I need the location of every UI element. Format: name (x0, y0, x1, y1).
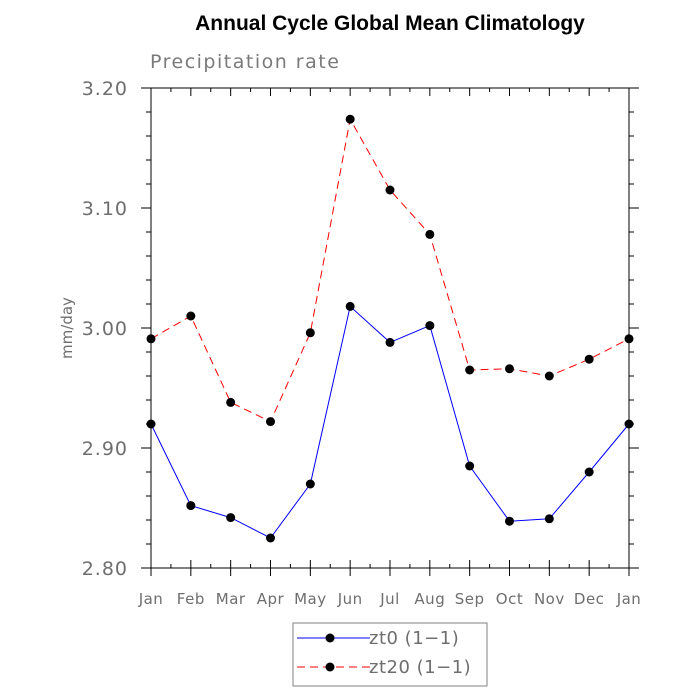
chart-subtitle: Precipitation rate (150, 51, 340, 73)
data-point-series-1 (146, 334, 156, 344)
data-point-series-0 (266, 533, 275, 543)
x-tick-label: Nov (534, 590, 565, 608)
data-point-series-0 (186, 501, 196, 511)
data-point-series-0 (465, 461, 475, 471)
series-line-1 (150, 117, 630, 423)
data-point-series-0 (345, 301, 355, 311)
x-tick-label: Oct (496, 590, 523, 608)
data-point-series-1 (266, 417, 275, 427)
data-point-series-0 (544, 514, 554, 524)
data-point-series-1 (226, 397, 236, 407)
x-tick-label: Sep (455, 590, 485, 608)
y-tick-labels: 2.80 2.90 3.00 3.10 3.20 (82, 78, 128, 580)
x-tick-label: Jan (138, 590, 164, 608)
data-point-series-1 (465, 365, 475, 375)
data-point-series-0 (584, 467, 594, 477)
y-tick-label: 3.20 (82, 78, 128, 100)
x-tick-label: Feb (177, 590, 205, 608)
y-tick-label: 2.80 (82, 558, 128, 580)
data-point-series-0 (385, 337, 395, 347)
axis-ticks (141, 87, 639, 576)
data-point-series-1 (345, 114, 355, 124)
chart-title: Annual Cycle Global Mean Climatology (195, 12, 585, 35)
x-tick-label: Mar (216, 590, 246, 608)
data-point-series-0 (425, 321, 435, 331)
x-tick-label: Jul (379, 590, 400, 608)
x-tick-label: Aug (414, 590, 445, 608)
y-tick-label: 3.10 (82, 198, 128, 220)
data-point-series-1 (584, 354, 594, 364)
data-point-series-1 (544, 371, 554, 381)
data-point-series-1 (624, 334, 634, 344)
y-tick-label: 3.00 (82, 318, 128, 340)
y-tick-label: 2.90 (82, 438, 128, 460)
legend: zt0 (1−1) zt20 (1−1) (292, 622, 488, 687)
x-tick-label: Dec (574, 590, 605, 608)
data-point-series-0 (505, 516, 514, 526)
data-point-series-0 (305, 479, 315, 489)
series-layer (146, 114, 634, 543)
legend-box (292, 622, 488, 687)
x-tick-label: May (294, 590, 327, 608)
data-point-series-1 (186, 311, 196, 321)
y-axis-label: mm/day (58, 297, 76, 359)
data-point-series-1 (305, 328, 315, 338)
data-point-series-0 (624, 419, 634, 429)
legend-label-zt0: zt0 (1−1) (369, 628, 459, 649)
data-point-series-1 (505, 364, 514, 374)
data-point-series-1 (385, 185, 395, 195)
x-tick-label: Jan (616, 590, 642, 608)
x-tick-label: Apr (257, 590, 285, 608)
data-point-series-0 (226, 513, 236, 523)
legend-marker-zt20 (325, 662, 335, 672)
legend-label-zt20: zt20 (1−1) (369, 657, 471, 678)
plot-frame (150, 87, 630, 569)
legend-marker-zt0 (325, 633, 335, 643)
data-point-series-1 (425, 229, 435, 239)
data-point-series-0 (146, 419, 156, 429)
x-tick-label: Jun (337, 590, 363, 608)
x-tick-labels: Jan Feb Mar Apr May Jun Jul Aug Sep Oct Nov Dec Jan (138, 590, 642, 608)
